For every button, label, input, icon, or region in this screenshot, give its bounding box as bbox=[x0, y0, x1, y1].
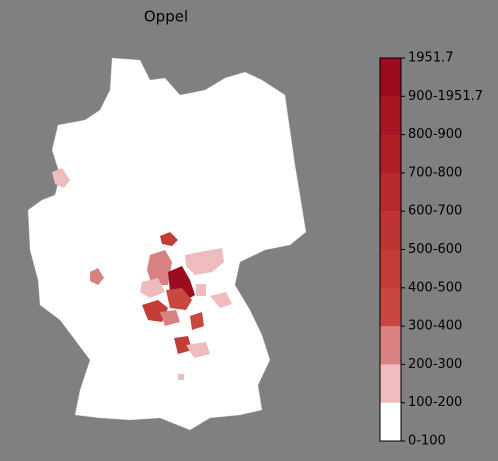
colorbar-band bbox=[380, 58, 401, 97]
region bbox=[186, 342, 210, 358]
colorbar-label: 700-800 bbox=[408, 165, 462, 180]
germany-map bbox=[27, 57, 307, 431]
region bbox=[52, 168, 70, 188]
region bbox=[90, 268, 104, 285]
colorbar-label: 1951.7 bbox=[408, 51, 454, 66]
region bbox=[196, 284, 206, 296]
colorbar-band bbox=[380, 249, 401, 289]
region bbox=[147, 250, 172, 285]
colorbar-label: 100-200 bbox=[408, 395, 462, 410]
colorbar-label: 400-500 bbox=[408, 280, 462, 295]
map-title: Oppel bbox=[144, 8, 188, 26]
colorbar-band bbox=[380, 326, 401, 365]
colorbar-band bbox=[380, 134, 401, 174]
colorbar-label: 500-600 bbox=[408, 242, 462, 257]
colorbar-label: 300-400 bbox=[408, 319, 462, 334]
region bbox=[178, 374, 184, 380]
colorbar-label: 900-1951.7 bbox=[408, 89, 483, 104]
colorbar-band bbox=[380, 364, 401, 404]
region bbox=[140, 278, 165, 298]
region bbox=[160, 232, 178, 246]
colorbar-label: 200-300 bbox=[408, 357, 462, 372]
region bbox=[166, 288, 192, 310]
colorbar: 1951.7 900-1951.7 800-900 700-800 600-700 500… bbox=[379, 51, 483, 449]
region bbox=[142, 300, 168, 322]
colorbar-band bbox=[380, 172, 401, 212]
colorbar-label: 0-100 bbox=[408, 434, 446, 449]
region bbox=[190, 312, 204, 330]
colorbar-band bbox=[380, 211, 401, 250]
colorbar-label: 600-700 bbox=[408, 204, 462, 219]
region bbox=[160, 310, 180, 326]
colorbar-label: 800-900 bbox=[408, 127, 462, 142]
colorbar-band bbox=[380, 96, 401, 136]
region bbox=[185, 248, 224, 275]
region bbox=[210, 292, 232, 308]
colorbar-band bbox=[380, 402, 401, 442]
region bbox=[174, 336, 192, 354]
colorbar-band bbox=[380, 287, 401, 327]
